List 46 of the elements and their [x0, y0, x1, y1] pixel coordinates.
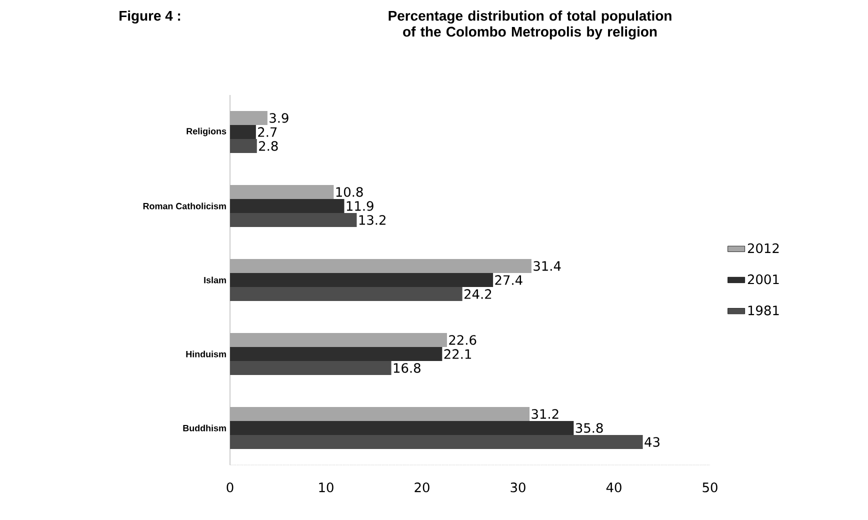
- bar: [230, 110, 268, 125]
- bar: [230, 272, 494, 287]
- x-tick-label: 20: [414, 482, 430, 492]
- x-tick-label: 50: [702, 482, 718, 492]
- bar: [230, 434, 643, 449]
- x-tick-label: 0: [226, 482, 234, 492]
- data-label: 35.8: [576, 423, 603, 433]
- data-label: 43: [644, 437, 660, 447]
- data-label: 2.8: [259, 141, 278, 151]
- x-tick-label: 10: [319, 482, 334, 492]
- bar: [230, 258, 532, 273]
- bar: [230, 406, 530, 421]
- bar: [230, 420, 574, 435]
- x-tick-label: 30: [510, 482, 526, 492]
- bar: [230, 332, 447, 347]
- y-tick-label: Roman Catholicism: [143, 202, 226, 210]
- data-label: 10.8: [336, 187, 363, 197]
- data-label: 27.4: [495, 275, 522, 285]
- bar: [230, 138, 257, 153]
- legend-label: 2012: [748, 243, 779, 254]
- bar: [230, 198, 344, 213]
- data-label: 31.2: [532, 409, 558, 419]
- data-label: 22.1: [444, 349, 472, 359]
- bar: [230, 360, 392, 375]
- bar: [230, 346, 442, 361]
- data-label: 31.4: [534, 261, 561, 271]
- y-tick-label: Hinduism: [186, 350, 226, 358]
- y-tick-label: Islam: [204, 276, 226, 284]
- chart-title: Percentage distribution of total population of the Colombo Metropolis by religion: [388, 10, 672, 40]
- data-label: 11.9: [346, 201, 374, 211]
- legend-label: 1981: [748, 306, 779, 316]
- bar: [230, 286, 462, 301]
- data-label: 2.7: [258, 127, 277, 137]
- data-label: 13.2: [359, 215, 386, 225]
- data-label: 3.9: [270, 113, 288, 123]
- data-label: 22.6: [449, 335, 476, 345]
- bar: [230, 212, 357, 227]
- y-tick-label: Buddhism: [183, 424, 226, 432]
- y-tick-label: Religions: [186, 128, 226, 136]
- bar: [230, 124, 256, 139]
- caption: Figure 4 :: [120, 10, 180, 24]
- bar: [230, 184, 334, 199]
- data-label: 24.2: [464, 289, 492, 299]
- x-tick-label: 40: [606, 482, 622, 492]
- legend-label: 2001: [748, 274, 779, 284]
- data-label: 16.8: [394, 363, 420, 373]
